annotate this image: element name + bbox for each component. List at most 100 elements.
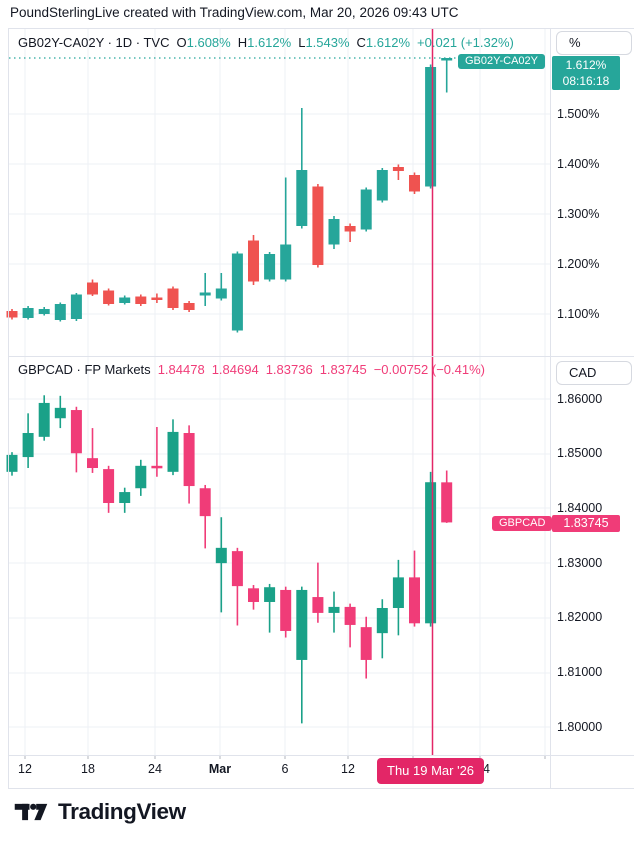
- candle-body: [312, 597, 324, 613]
- legend-value: H1.612%: [237, 35, 292, 50]
- candle-body: [376, 607, 388, 634]
- legend-value: 1.83736: [265, 362, 313, 377]
- candle-body: [54, 304, 66, 320]
- price-axis-label: 1.85000: [557, 446, 603, 461]
- candle-body: [38, 402, 50, 437]
- time-axis-separator: [8, 755, 634, 756]
- candle-body: [328, 219, 340, 245]
- price-axis-label: 1.82000: [557, 610, 603, 625]
- price-axis-label: 1.81000: [557, 665, 603, 680]
- candle-body: [360, 189, 372, 230]
- price-axis-label: 1.200%: [557, 256, 600, 271]
- candle-body: [135, 465, 147, 489]
- candle-body: [54, 407, 66, 419]
- current-price-tag-bottom: 1.83745: [552, 515, 620, 532]
- candle-body: [215, 288, 227, 299]
- chart-frame-top: [8, 28, 634, 29]
- tradingview-logo-icon: [14, 803, 48, 821]
- candle-body: [215, 547, 227, 564]
- price-axis-label: 1.83000: [557, 555, 603, 570]
- candle-body: [248, 240, 259, 282]
- candle-body: [409, 577, 420, 624]
- candle-body: [38, 309, 50, 314]
- time-axis-label: 6: [281, 762, 289, 776]
- candle-body: [360, 627, 372, 660]
- candle-body: [392, 167, 404, 171]
- candle-body: [22, 308, 34, 318]
- price-scale-unit-percent[interactable]: %: [556, 31, 632, 55]
- price-axis-label: 1.400%: [557, 156, 600, 171]
- price-axis-label: 1.84000: [557, 500, 603, 515]
- candle-body: [296, 589, 308, 660]
- price-axis-label: 1.100%: [557, 306, 600, 321]
- chart-frame-left: [8, 28, 9, 788]
- candle-body: [425, 67, 437, 187]
- price-axis-label: 1.80000: [557, 719, 603, 734]
- legend-value: 1.83745: [319, 362, 367, 377]
- candle-body: [70, 410, 82, 454]
- candle-body: [151, 465, 163, 469]
- legend-value: L1.543%: [298, 35, 350, 50]
- legend-change: +0.021 (+1.32%): [417, 35, 514, 50]
- legend-gbpcad[interactable]: GBPCAD · FP Markets 1.84478 1.84694 1.83736…: [18, 362, 485, 378]
- current-price-tag-top: 1.612% 08:16:18: [552, 56, 620, 90]
- candle-body: [183, 433, 195, 487]
- candle-body: [87, 458, 98, 469]
- candle-body: [264, 254, 276, 280]
- candle-body: [231, 551, 243, 587]
- candle-body: [425, 482, 437, 624]
- candle-body: [119, 297, 131, 303]
- candle-body: [6, 454, 18, 472]
- price-axis-separator: [550, 28, 551, 788]
- crosshair-date-tag: Thu 19 Mar '26: [377, 758, 485, 784]
- legend-symbol-title: GBPCAD · FP Markets: [18, 362, 151, 377]
- candle-body: [6, 311, 18, 318]
- current-price-value: 1.612%: [565, 58, 607, 72]
- candle-body: [344, 226, 356, 232]
- candle-body: [167, 431, 179, 472]
- time-axis-label: Mar: [208, 762, 232, 776]
- candle-body: [248, 588, 259, 602]
- candle-body: [199, 292, 211, 296]
- price-axis-label: 1.300%: [557, 206, 600, 221]
- chart-frame-bottom: [8, 788, 634, 789]
- series-tag-gbpcad: GBPCAD: [492, 516, 553, 531]
- price-axis-label: 1.86000: [557, 391, 603, 406]
- time-axis-label: 24: [148, 762, 162, 776]
- candle-body: [328, 606, 340, 613]
- time-axis-label: 18: [81, 762, 95, 776]
- candle-body: [280, 589, 292, 631]
- series-tag-gb02y-ca02y: GB02Y-CA02Y: [458, 54, 545, 69]
- bar-countdown: 08:16:18: [562, 74, 610, 88]
- candle-body: [296, 170, 308, 226]
- candle-body: [119, 492, 131, 504]
- candle-body: [376, 170, 388, 201]
- candle-body: [312, 186, 324, 265]
- candle-body: [264, 587, 276, 602]
- candle-body: [183, 303, 195, 310]
- candle-body: [22, 433, 34, 458]
- legend-value: C1.612%: [356, 35, 411, 50]
- attribution-text: PoundSterlingLive created with TradingVi…: [10, 5, 459, 20]
- legend-change: −0.00752 (−0.41%): [373, 362, 485, 377]
- candle-body: [103, 469, 115, 504]
- candle-body: [87, 282, 98, 295]
- candle-body: [135, 296, 147, 304]
- time-axis-label: 12: [341, 762, 355, 776]
- legend-value: O1.608%: [176, 35, 231, 50]
- candle-body: [231, 253, 243, 331]
- candle-body: [70, 294, 82, 319]
- candle-body: [344, 606, 356, 625]
- candle-body: [392, 577, 404, 608]
- candle-body: [441, 482, 453, 523]
- tradingview-logo-text: TradingView: [58, 799, 186, 824]
- tradingview-logo[interactable]: TradingView: [14, 799, 186, 825]
- legend-value: 1.84478: [157, 362, 205, 377]
- legend-gb02y-ca02y[interactable]: GB02Y-CA02Y · 1D · TVC O1.608% H1.612% L1.5…: [18, 35, 514, 51]
- legend-value: 1.84694: [211, 362, 259, 377]
- legend-symbol-title: GB02Y-CA02Y · 1D · TVC: [18, 35, 170, 50]
- price-scale-unit-cad[interactable]: CAD: [556, 361, 632, 385]
- pane-divider: [8, 356, 634, 357]
